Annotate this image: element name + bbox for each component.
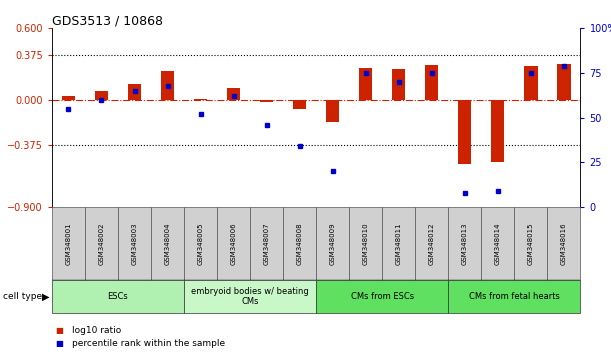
Bar: [217, 207, 250, 280]
Text: ■: ■: [55, 326, 63, 336]
Bar: [194, 99, 207, 100]
Text: log10 ratio: log10 ratio: [72, 326, 122, 336]
Text: ESCs: ESCs: [108, 292, 128, 301]
Bar: [95, 91, 108, 100]
Bar: [514, 207, 547, 280]
Bar: [260, 100, 273, 102]
Text: GSM348013: GSM348013: [462, 222, 468, 265]
Bar: [547, 207, 580, 280]
Text: GSM348007: GSM348007: [263, 222, 269, 265]
Bar: [293, 100, 306, 109]
Bar: [184, 207, 217, 280]
Bar: [52, 280, 184, 313]
Bar: [250, 207, 283, 280]
Bar: [481, 207, 514, 280]
Text: GSM348011: GSM348011: [396, 222, 402, 265]
Bar: [415, 207, 448, 280]
Text: cell type: cell type: [3, 292, 42, 301]
Bar: [359, 68, 372, 100]
Bar: [448, 207, 481, 280]
Bar: [62, 96, 75, 100]
Bar: [349, 207, 382, 280]
Bar: [118, 207, 151, 280]
Text: percentile rank within the sample: percentile rank within the sample: [72, 339, 225, 348]
Bar: [448, 280, 580, 313]
Text: CMs from fetal hearts: CMs from fetal hearts: [469, 292, 560, 301]
Bar: [85, 207, 118, 280]
Bar: [425, 65, 439, 100]
Bar: [316, 207, 349, 280]
Text: GSM348008: GSM348008: [297, 222, 302, 265]
Bar: [326, 100, 339, 122]
Bar: [161, 71, 174, 100]
Bar: [382, 207, 415, 280]
Text: GSM348010: GSM348010: [363, 222, 369, 265]
Bar: [151, 207, 184, 280]
Text: GSM348006: GSM348006: [230, 222, 236, 265]
Bar: [316, 280, 448, 313]
Text: GSM348002: GSM348002: [98, 222, 104, 265]
Text: ▶: ▶: [42, 291, 49, 302]
Text: GSM348001: GSM348001: [65, 222, 71, 265]
Bar: [227, 88, 240, 100]
Text: CMs from ESCs: CMs from ESCs: [351, 292, 414, 301]
Bar: [52, 207, 85, 280]
Text: GSM348016: GSM348016: [561, 222, 567, 265]
Bar: [524, 67, 538, 100]
Text: ■: ■: [55, 339, 63, 348]
Text: GSM348003: GSM348003: [131, 222, 137, 265]
Bar: [458, 100, 472, 164]
Bar: [128, 84, 141, 100]
Text: GDS3513 / 10868: GDS3513 / 10868: [52, 14, 163, 27]
Text: GSM348015: GSM348015: [528, 222, 534, 265]
Bar: [392, 69, 405, 100]
Text: GSM348004: GSM348004: [164, 222, 170, 265]
Bar: [283, 207, 316, 280]
Text: GSM348012: GSM348012: [429, 222, 435, 265]
Bar: [491, 100, 505, 162]
Bar: [184, 280, 316, 313]
Text: GSM348005: GSM348005: [197, 222, 203, 265]
Text: embryoid bodies w/ beating
CMs: embryoid bodies w/ beating CMs: [191, 287, 309, 306]
Text: GSM348009: GSM348009: [330, 222, 335, 265]
Text: GSM348014: GSM348014: [495, 222, 501, 265]
Bar: [557, 64, 571, 100]
